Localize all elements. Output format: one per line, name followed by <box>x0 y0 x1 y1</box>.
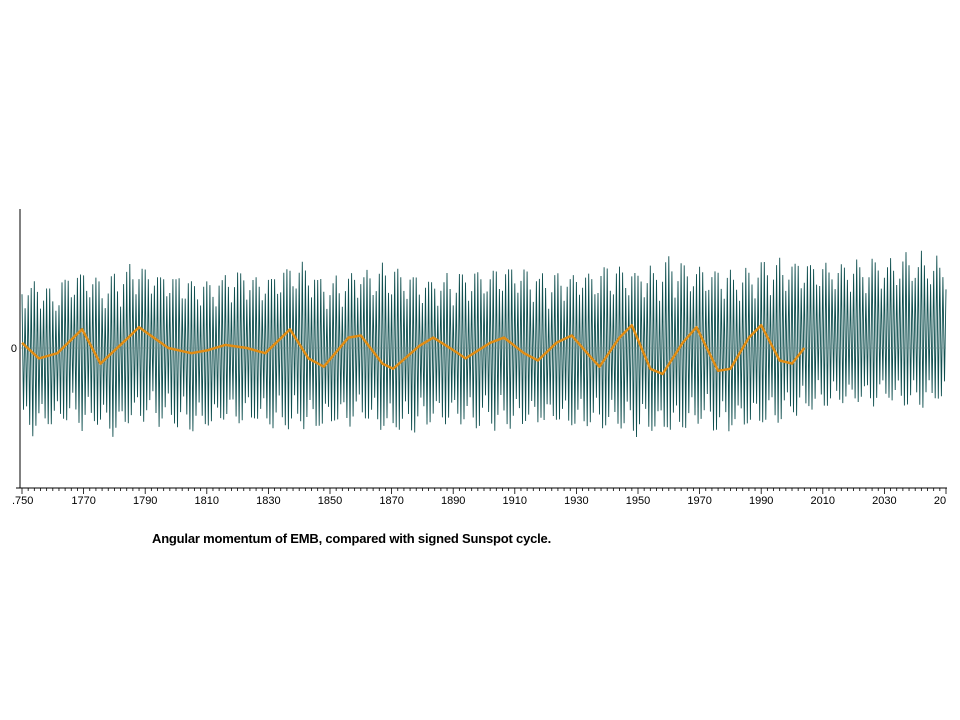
chart-caption: Angular momentum of EMB, compared with s… <box>152 531 551 546</box>
momentum-series-line <box>21 250 947 438</box>
x-tick-label: 1930 <box>564 495 588 507</box>
x-tick-label: 2010 <box>811 495 835 507</box>
x-tick-label: 1810 <box>195 495 219 507</box>
x-tick-label: 1970 <box>687 495 711 507</box>
x-tick-label: 1850 <box>318 495 342 507</box>
momentum-series <box>21 250 947 438</box>
x-tick-label: 1910 <box>503 495 527 507</box>
x-tick-label: 1830 <box>256 495 280 507</box>
x-tick-label: 20 <box>934 495 946 507</box>
x-ticks: .750 1770 1790 1810 1830 1850 1870 1890 1910 1930… <box>12 488 947 507</box>
x-tick-label: 2030 <box>872 495 896 507</box>
y-tick-label: 0 <box>11 343 17 355</box>
x-tick-label: 1990 <box>749 495 773 507</box>
x-tick-label: 1950 <box>626 495 650 507</box>
x-tick-label: 1790 <box>133 495 157 507</box>
sunspot-series-line <box>21 323 806 376</box>
x-tick-label: 1870 <box>379 495 403 507</box>
x-tick-label: .750 <box>12 495 33 507</box>
x-tick-label: 1770 <box>71 495 95 507</box>
x-tick-label: 1890 <box>441 495 465 507</box>
